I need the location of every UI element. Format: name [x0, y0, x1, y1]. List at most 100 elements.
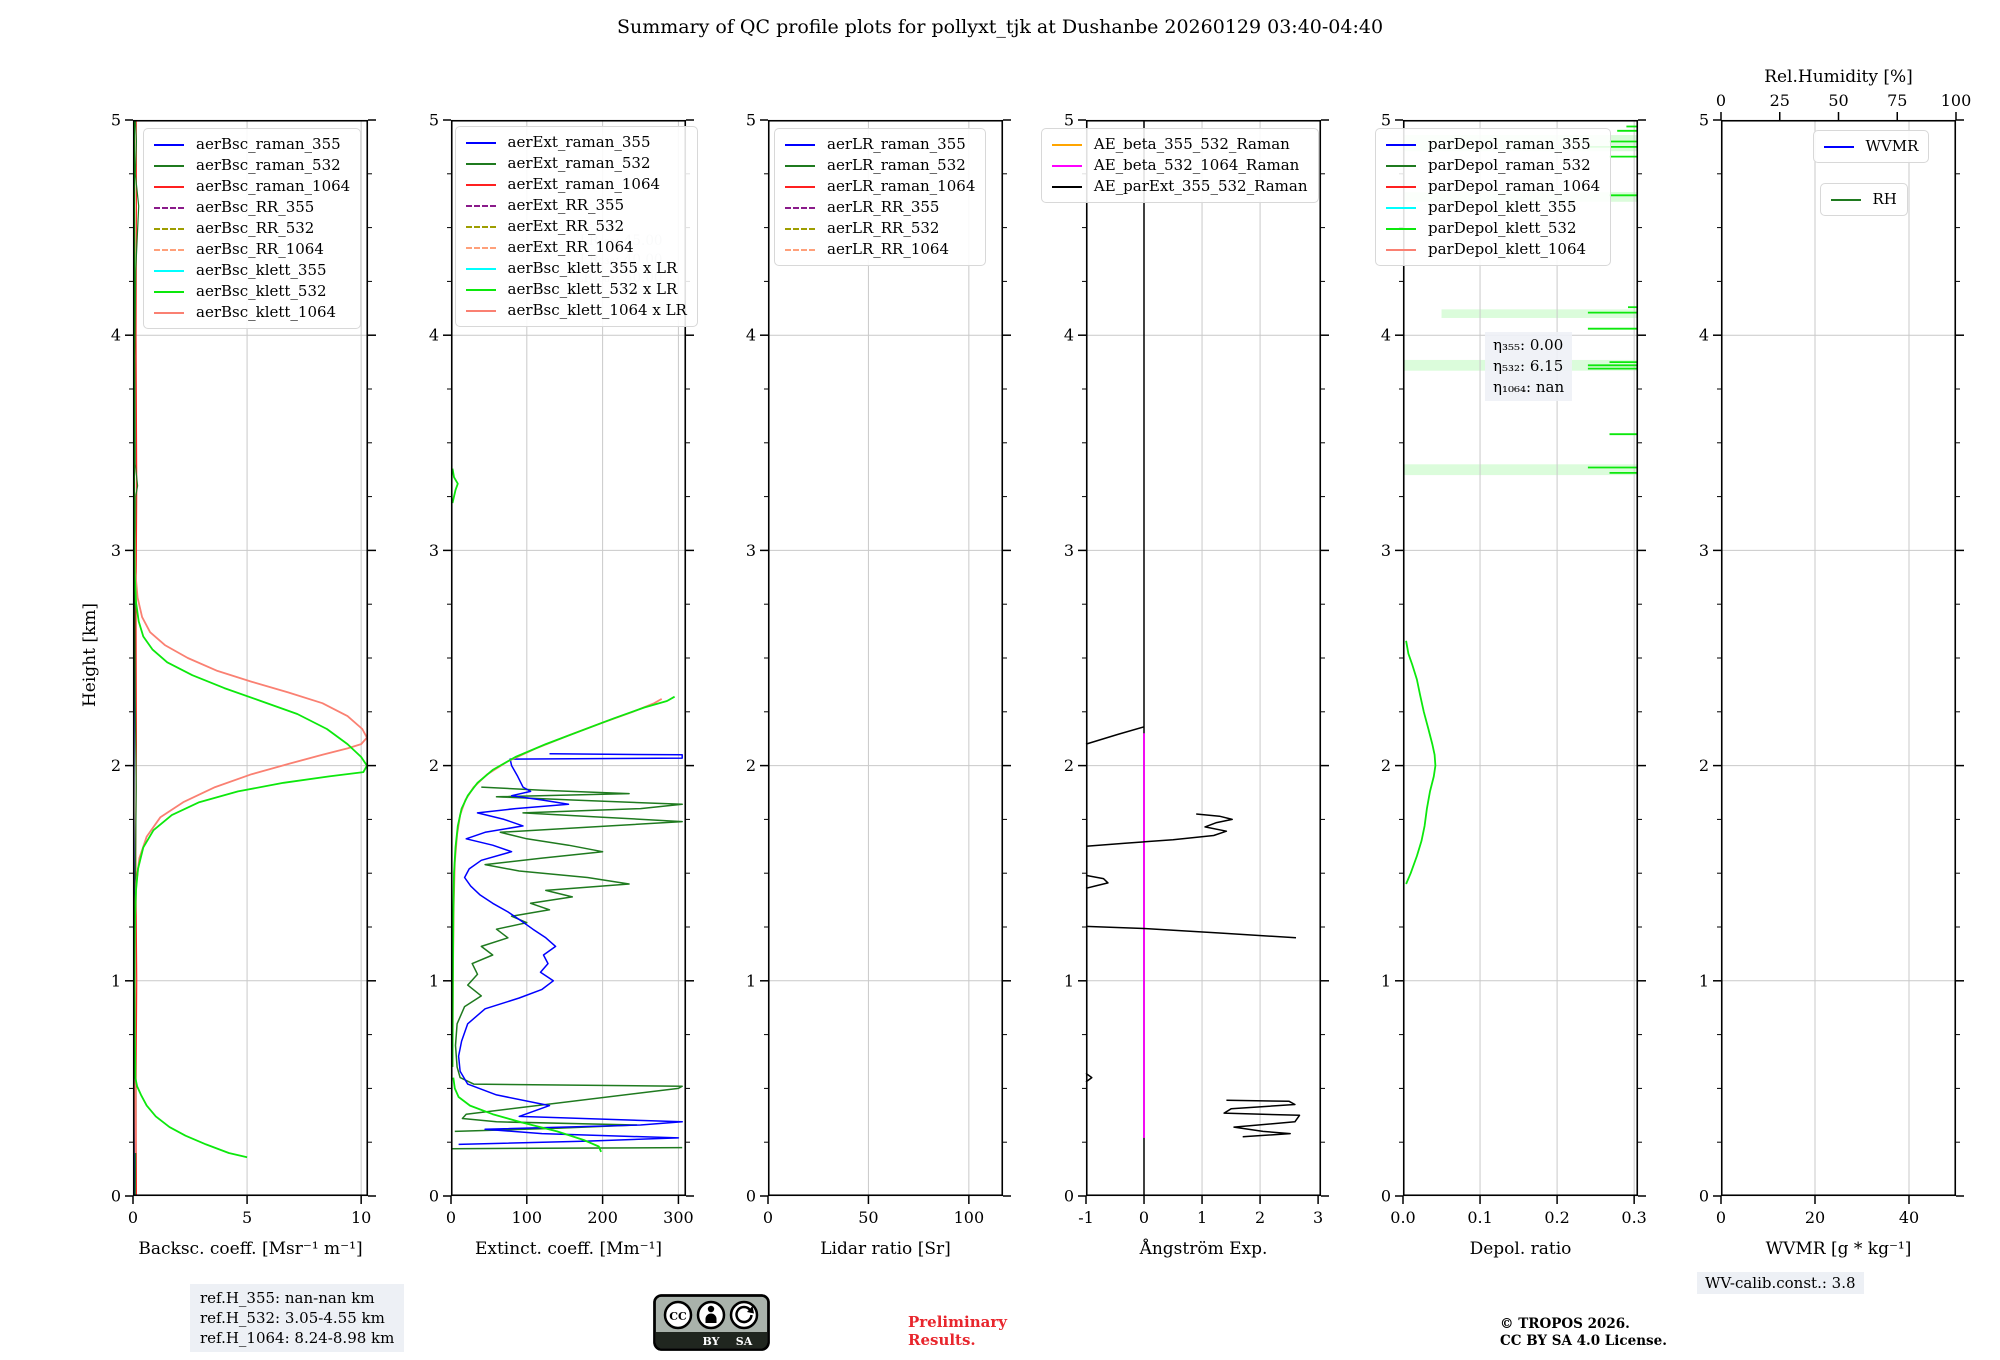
y-tick-label: 5: [746, 111, 756, 130]
cc-sa-label: SA: [736, 1335, 753, 1348]
legend-line-sample: [465, 184, 496, 186]
x-tick-label: 0.0: [1390, 1208, 1415, 1227]
legend-label: aerBsc_raman_1064: [196, 177, 351, 195]
plot-area-angstrom: 0 1 2 3 4 5 -1 0 1 2 3 Ångström Exp.: [1063, 111, 1329, 1259]
legend-line-sample: [785, 186, 815, 188]
y-tick-label: 0: [746, 1187, 756, 1206]
legend-line-sample: [154, 165, 184, 167]
series-AE_parExt_a: [1085, 726, 1144, 745]
legend-line-sample: [1386, 207, 1416, 209]
legend-item: aerBsc_RR_532: [154, 218, 350, 239]
highlight-band: [1441, 309, 1638, 318]
legend-item: aerBsc_klett_355: [154, 260, 350, 281]
x-tick-label: 0.1: [1467, 1208, 1492, 1227]
legend-item: aerExt_RR_532: [465, 216, 687, 237]
y-tick-label: 4: [428, 326, 438, 345]
copyright-note: © TROPOS 2026. CC BY SA 4.0 License.: [1500, 1316, 1667, 1349]
depol-calibration-annotation: η₃₅₅: 0.00 η₅₃₂: 6.15 η₁₀₆₄: nan: [1485, 332, 1573, 401]
legend-item: aerLR_RR_532: [785, 218, 975, 239]
legend-item: aerLR_RR_355: [785, 197, 975, 218]
y-tick-label: 3: [428, 541, 438, 560]
legend-label: aerBsc_RR_355: [196, 198, 315, 216]
legend-line-sample: [785, 249, 815, 251]
legend-line-sample: [785, 144, 815, 146]
legend-line-sample: [465, 142, 496, 144]
y-tick-label: 1: [746, 971, 756, 990]
x-tick-label: 0: [128, 1208, 138, 1227]
legend-label: parDepol_raman_355: [1428, 135, 1591, 153]
legend-line-sample: [154, 186, 184, 188]
y-tick-label: 0: [1063, 1187, 1073, 1206]
series-aerExt_raman_355: [457, 753, 683, 1146]
y-tick-label: 2: [111, 756, 121, 775]
legend-wvmr: WVMR: [1812, 130, 1930, 163]
panel-backscatter: 0 1 2 3 4 5 0 5 10 Backsc. coeff. [Msr⁻¹ m⁻¹] aerB…: [111, 111, 376, 1259]
legend-item: parDepol_klett_532: [1386, 218, 1600, 239]
legend-line-sample: [154, 270, 184, 272]
legend-item: aerLR_raman_532: [785, 155, 975, 176]
legend-label: aerLR_raman_532: [827, 156, 966, 174]
legend-backscatter: aerBsc_raman_355 aerBsc_raman_532 aerBsc_r…: [143, 128, 362, 329]
legend-line-sample: [154, 144, 184, 146]
legend-item: AE_beta_355_532_Raman: [1051, 134, 1308, 155]
series-aerExt_raman_532: [454, 786, 683, 1133]
plot-area-depol: 0 1 2 3 4 5 0.0 0.1 0.2 0.3 Depol. ratio: [1381, 111, 1647, 1260]
eta-532-value: η₅₃₂: 6.15: [1493, 357, 1564, 375]
series-AE_parExt_e: [1085, 1072, 1093, 1083]
legend-label: parDepol_klett_1064: [1428, 240, 1587, 258]
legend-extinction: aerExt_raman_355 aerExt_raman_532 aerExt_r…: [454, 126, 698, 327]
x-tick-label: 20: [1804, 1208, 1824, 1227]
legend-line-sample: [1386, 186, 1416, 188]
legend-line-sample: [154, 249, 184, 251]
legend-item: aerLR_raman_355: [785, 134, 975, 155]
x-tick-label: 100: [511, 1208, 542, 1227]
y-tick-label: 4: [1698, 326, 1708, 345]
legend-label: aerBsc_klett_1064: [196, 303, 337, 321]
legend-label: WVMR: [1865, 137, 1919, 155]
y-tick-label: 1: [428, 971, 438, 990]
x-tick-label: 300: [663, 1208, 694, 1227]
legend-item: aerExt_raman_532: [465, 153, 687, 174]
legend-line-sample: [785, 165, 815, 167]
x-axis-label: Extinct. coeff. [Mm⁻¹]: [474, 1239, 661, 1259]
legend-line-sample: [1051, 165, 1082, 167]
panel-wvmr: 0 1 2 3 4 5 0 20 40 WVMR [g * kg⁻¹] 0 25 50 75 100 Rel.…: [1698, 67, 1970, 1259]
legend-label: aerLR_raman_1064: [827, 177, 976, 195]
x-tick-label: 0: [445, 1208, 455, 1227]
y-tick-label: 3: [1698, 541, 1708, 560]
legend-line-sample: [465, 247, 496, 249]
top-axis-label: Rel.Humidity [%]: [1764, 67, 1913, 87]
legend-wvmr: RH: [1819, 183, 1908, 216]
y-axis-label: Height [km]: [80, 602, 100, 708]
y-tick-label: 0: [1698, 1187, 1708, 1206]
legend-item: aerExt_RR_1064: [465, 237, 687, 258]
x-tick-label: 0: [1138, 1208, 1148, 1227]
panel-angstrom: 0 1 2 3 4 5 -1 0 1 2 3 Ångström Exp. AE_beta_355_532…: [1040, 111, 1329, 1259]
legend-item: aerBsc_raman_355: [154, 134, 350, 155]
legend-label: AE_beta_532_1064_Raman: [1093, 156, 1300, 174]
legend-line-sample: [785, 228, 815, 230]
x-tick-label: 0.3: [1621, 1208, 1646, 1227]
top-tick-label: 0: [1715, 91, 1725, 110]
panel-lidar-ratio: 0 1 2 3 4 5 0 50 100 Lidar ratio [Sr] aerLR_raman_…: [746, 111, 1011, 1259]
legend-label: aerBsc_RR_532: [196, 219, 315, 237]
legend-label: aerBsc_klett_355 x LR: [507, 259, 678, 277]
legend-line-sample: [1386, 249, 1416, 251]
y-tick-label: 5: [1063, 111, 1073, 130]
legend-label: aerExt_RR_1064: [507, 238, 634, 256]
x-tick-label: 2: [1254, 1208, 1264, 1227]
top-tick-label: 75: [1887, 91, 1907, 110]
y-tick-label: 1: [1698, 971, 1708, 990]
cc-icon: [663, 1300, 693, 1330]
preliminary-results-note: Preliminary Results.: [908, 1313, 1007, 1349]
y-tick-label: 2: [1698, 756, 1708, 775]
legend-line-sample: [465, 268, 496, 270]
legend-line-sample: [1051, 144, 1082, 146]
legend-label: aerBsc_klett_1064 x LR: [507, 301, 687, 319]
series-parDepol_klett_532: [1405, 640, 1437, 885]
x-tick-label: 0.2: [1544, 1208, 1569, 1227]
legend-item: parDepol_raman_532: [1386, 155, 1600, 176]
